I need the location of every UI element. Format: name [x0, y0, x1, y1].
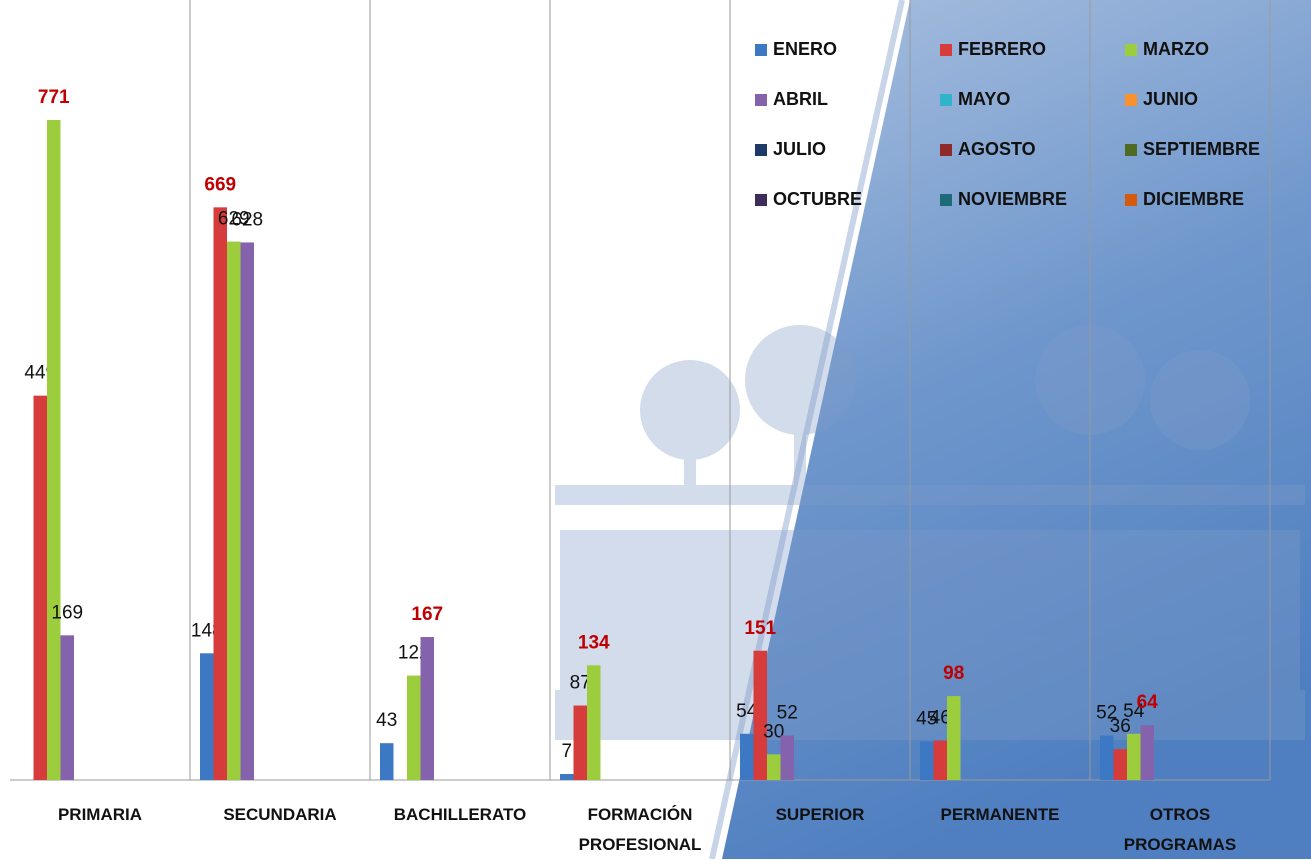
legend-swatch [755, 94, 767, 106]
bar [47, 120, 61, 781]
legend-label: ENERO [773, 39, 837, 59]
bar [740, 733, 754, 780]
legend-label: FEBRERO [958, 39, 1046, 59]
legend-swatch [1125, 194, 1137, 206]
bar [753, 650, 767, 780]
legend-swatch [940, 94, 952, 106]
bar [587, 665, 601, 780]
bar [780, 735, 794, 780]
data-label: 7 [561, 741, 572, 762]
background-building [555, 325, 1305, 740]
legend-swatch [755, 44, 767, 56]
data-label: 771 [38, 87, 70, 108]
data-label: 628 [231, 209, 263, 230]
data-label: 167 [411, 604, 443, 625]
bar [33, 395, 47, 780]
data-label: 629 [218, 209, 250, 230]
x-tick-label: SECUNDARIA [223, 805, 337, 824]
data-label: 52 [777, 703, 798, 724]
legend-swatch [1125, 44, 1137, 56]
data-label: 151 [744, 618, 776, 639]
data-label: 87 [570, 673, 591, 694]
legend-swatch [940, 194, 952, 206]
legend-label: OCTUBRE [773, 189, 862, 209]
legend-label: AGOSTO [958, 139, 1036, 159]
data-label: 54 [736, 701, 758, 722]
bar [560, 774, 574, 780]
data-label: 169 [51, 602, 83, 623]
x-tick-label: PRIMARIA [57, 805, 143, 824]
data-label: 669 [204, 174, 236, 195]
x-tick-label: PERMANENTE [940, 805, 1060, 824]
legend-label: DICIEMBRE [1143, 189, 1244, 209]
data-label: 52 [1096, 703, 1117, 724]
legend-label: MARZO [1143, 39, 1209, 59]
data-label: 98 [943, 663, 964, 684]
data-label: 64 [1137, 692, 1159, 713]
bar [60, 635, 74, 780]
bar [1100, 735, 1114, 780]
legend-swatch [755, 144, 767, 156]
bar [767, 754, 781, 780]
x-tick-label: FORMACIÓN PROFESIONAL [578, 805, 702, 854]
data-label: 43 [376, 710, 397, 731]
bar [407, 675, 421, 780]
bar [200, 653, 214, 780]
bar [573, 705, 587, 780]
legend-label: JUNIO [1143, 89, 1198, 109]
bar [213, 207, 227, 780]
bar [420, 637, 434, 780]
legend-swatch [940, 144, 952, 156]
x-tick-label: OTROS PROGRAMAS [1123, 805, 1237, 854]
background-edge [709, 0, 905, 859]
background-panel [722, 0, 1311, 859]
legend-label: NOVIEMBRE [958, 189, 1067, 209]
bar [1113, 749, 1127, 780]
bar [1127, 733, 1141, 780]
data-label: 134 [578, 632, 610, 653]
legend-swatch [755, 194, 767, 206]
data-label: 54 [1123, 701, 1145, 722]
bar [380, 743, 394, 780]
legend-swatch [940, 44, 952, 56]
legend-swatch [1125, 144, 1137, 156]
bar [920, 741, 934, 780]
bar [933, 740, 947, 780]
legend-swatch [1125, 94, 1137, 106]
data-label: 45 [916, 708, 937, 729]
bar [240, 242, 254, 780]
data-label: 36 [1110, 716, 1131, 737]
legend-label: SEPTIEMBRE [1143, 139, 1260, 159]
x-tick-label: BACHILLERATO [393, 805, 527, 824]
data-label: 30 [763, 721, 784, 742]
bar [1140, 725, 1154, 780]
data-label: 46 [930, 708, 951, 729]
legend-label: MAYO [958, 89, 1010, 109]
legend-label: JULIO [773, 139, 826, 159]
x-tick-label: SUPERIOR [775, 805, 865, 824]
legend-label: ABRIL [773, 89, 828, 109]
bar [227, 241, 241, 781]
bar [947, 696, 961, 780]
